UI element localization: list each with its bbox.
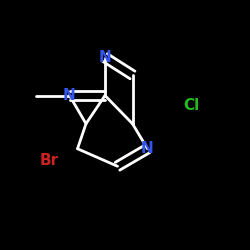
Text: N: N <box>98 50 112 65</box>
Text: N: N <box>141 141 154 156</box>
Text: Br: Br <box>40 153 59 168</box>
Text: Cl: Cl <box>183 98 200 112</box>
Text: N: N <box>63 88 76 103</box>
